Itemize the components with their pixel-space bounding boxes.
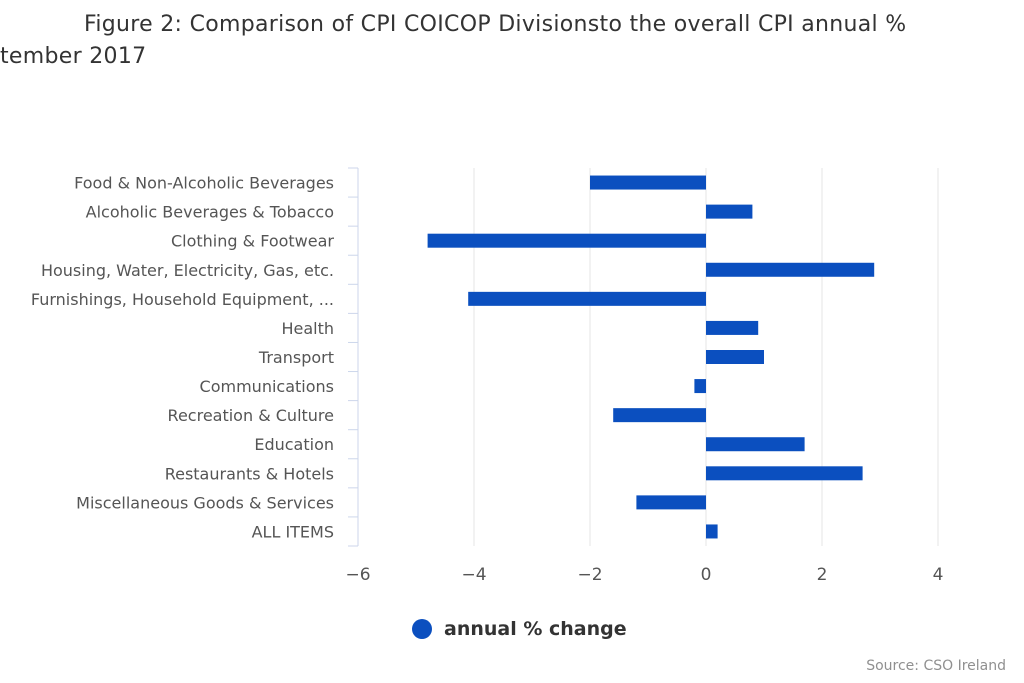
category-label: Communications — [200, 377, 334, 396]
source-credit[interactable]: Source: CSO Ireland — [866, 658, 1006, 674]
category-labels: Food & Non-Alcoholic Beverages Alcoholic … — [31, 174, 335, 542]
category-label: Alcoholic Beverages & Tobacco — [86, 203, 334, 222]
bar[interactable] — [468, 291, 706, 306]
chart-title-line-1: Figure 2: Comparison of CPI COICOP Divis… — [84, 12, 907, 37]
bar[interactable] — [706, 350, 764, 364]
category-label: Clothing & Footwear — [171, 232, 334, 251]
bars — [427, 175, 875, 539]
category-label: ALL ITEMS — [252, 522, 334, 541]
bar[interactable] — [590, 175, 706, 190]
legend[interactable]: annual % change — [412, 618, 627, 640]
bar[interactable] — [706, 320, 759, 335]
x-tick-label: 2 — [817, 565, 828, 585]
bar[interactable] — [613, 408, 706, 423]
x-tick-label: 4 — [933, 565, 944, 585]
bar[interactable] — [706, 524, 718, 539]
category-label: Housing, Water, Electricity, Gas, etc. — [41, 261, 334, 280]
bar[interactable] — [694, 379, 706, 394]
x-tick-label: −6 — [345, 565, 370, 585]
category-label: Restaurants & Hotels — [165, 464, 334, 483]
chart-title-line-2: tember 2017 — [0, 44, 147, 69]
gridlines — [348, 167, 939, 547]
bar[interactable] — [706, 204, 753, 219]
category-label: Education — [254, 435, 334, 454]
bar[interactable] — [636, 495, 706, 510]
x-tick-label: −2 — [577, 565, 602, 585]
category-label: Recreation & Culture — [168, 406, 334, 425]
category-label: Transport — [258, 348, 334, 367]
category-label: Miscellaneous Goods & Services — [76, 493, 334, 512]
legend-marker-icon — [412, 619, 432, 639]
x-tick-label: −4 — [461, 565, 486, 585]
bar[interactable] — [427, 233, 706, 248]
category-label: Furnishings, Household Equipment, ... — [31, 290, 334, 309]
legend-label: annual % change — [444, 618, 627, 640]
bar[interactable] — [706, 262, 875, 277]
category-label: Health — [281, 319, 334, 338]
bar[interactable] — [706, 466, 863, 481]
x-tick-label: 0 — [701, 565, 712, 585]
bar[interactable] — [706, 437, 805, 452]
category-label: Food & Non-Alcoholic Beverages — [74, 174, 334, 193]
x-tick-labels: −6 −4 −2 0 2 4 — [345, 565, 943, 585]
